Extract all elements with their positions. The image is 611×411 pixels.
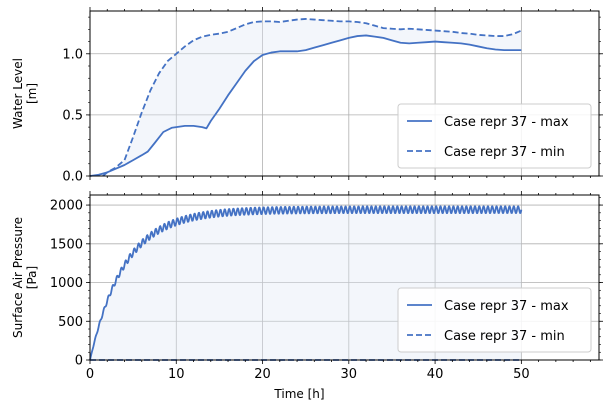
legend-box — [397, 103, 592, 169]
x-tick-label: 0 — [86, 367, 94, 382]
y-tick-label: 500 — [58, 315, 83, 330]
y-axis-label-line: [m] — [25, 83, 39, 104]
x-tick-label: 20 — [254, 367, 271, 382]
panel-2: 0 500 1000 1500 2000 0 10 20 30 40 50 Time [h] Surfa… — [11, 191, 603, 401]
y-tick-label: 0 — [75, 354, 83, 369]
y-tick-label: 0.5 — [62, 108, 83, 123]
legend-box — [397, 287, 592, 353]
series-line-max — [89, 205, 523, 361]
axes-frame — [89, 194, 600, 361]
legend-entry: Case repr 37 - max — [444, 299, 569, 314]
legend: Case repr 37 - max Case repr 37 - min — [397, 103, 592, 169]
legend-entry: Case repr 37 - min — [444, 145, 565, 160]
panel-1: 0.0 0.5 1.0 Water Level[m] Case repr 37 - ma… — [11, 7, 603, 185]
y-axis-label: Surface Air Pressure[Pa] — [11, 217, 39, 338]
series-line-min — [102, 18, 522, 177]
legend-entry: Case repr 37 - max — [444, 115, 569, 130]
series-line-max — [89, 34, 522, 177]
y-axis-label-line: Water Level — [11, 58, 25, 129]
y-axis-label-line: Surface Air Pressure — [11, 217, 25, 338]
y-tick-label: 1000 — [50, 276, 83, 291]
y-axis-label-line: [Pa] — [25, 266, 39, 289]
y-tick-label: 1.0 — [62, 47, 83, 62]
y-axis-label: Water Level[m] — [11, 58, 39, 129]
y-tick-label: 2000 — [50, 199, 83, 214]
x-tick-label: 50 — [513, 367, 530, 382]
range-fill — [90, 18, 522, 176]
x-tick-label: 10 — [168, 367, 185, 382]
x-tick-label: 30 — [341, 367, 358, 382]
y-tick-label: 1500 — [50, 237, 83, 252]
y-tick-label: 0.0 — [62, 170, 83, 185]
x-tick-label: 40 — [427, 367, 444, 382]
legend-entry: Case repr 37 - min — [444, 329, 565, 344]
axes-frame — [89, 10, 600, 177]
legend: Case repr 37 - max Case repr 37 - min — [397, 287, 592, 353]
x-axis-label: Time [h] — [273, 387, 324, 401]
